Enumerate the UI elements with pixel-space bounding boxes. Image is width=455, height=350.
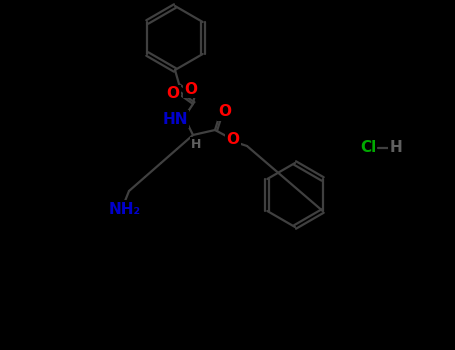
Text: O: O <box>218 105 232 119</box>
Text: H: H <box>389 140 402 155</box>
Text: HN: HN <box>162 112 188 126</box>
Text: O: O <box>184 82 197 97</box>
Text: O: O <box>167 86 180 102</box>
Text: NH₂: NH₂ <box>109 202 141 217</box>
Text: H: H <box>191 138 201 150</box>
Text: Cl: Cl <box>360 140 376 155</box>
Text: O: O <box>227 133 239 147</box>
